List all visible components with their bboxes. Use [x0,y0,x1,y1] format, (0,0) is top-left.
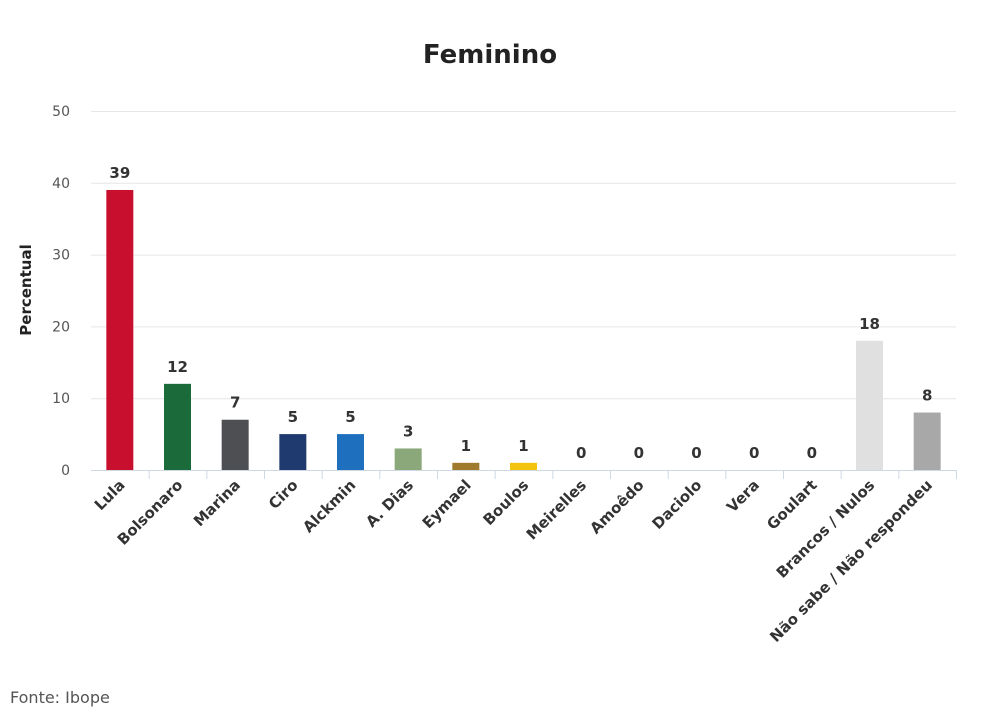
x-tick-label-12: Vera [723,476,763,516]
bar-1 [106,189,134,471]
data-label-3: 7 [230,394,240,412]
data-label-8: 1 [518,437,528,455]
bar-14 [856,340,883,470]
bar-4 [279,434,307,470]
x-tick-label-5: Alckmin [299,476,359,536]
y-axis-label: Percentual [17,244,35,335]
data-label-9: 0 [576,444,586,462]
data-label-13: 0 [807,444,817,462]
data-labels: 39 12 7 5 5 3 1 1 0 0 0 0 0 18 8 [109,164,932,462]
y-tick-label: 50 [52,104,70,120]
x-tick-label-7: Eymael [419,476,475,532]
x-tick-label-14: Brancos / Nulos [773,476,879,582]
x-tick-label-11: Daciolo [649,476,706,533]
y-tick-label: 20 [52,319,70,335]
data-label-15: 8 [922,387,932,405]
x-tick-label-10: Amoêdo [586,476,647,537]
x-tick-label-4: Ciro [265,476,302,513]
data-label-7: 1 [461,437,471,455]
data-label-14: 18 [859,315,880,333]
bar-15 [913,412,941,470]
x-tick-label-3: Marina [190,476,244,530]
x-tick-label-8: Boulos [479,476,532,529]
x-tick-label-6: A. Dias [362,476,417,531]
bar-8 [510,462,537,470]
x-tick-label-13: Goulart [763,476,820,533]
y-tick-labels: 0 10 20 30 40 50 [52,104,70,479]
data-label-1: 39 [109,164,130,182]
x-tick-label-1: Lula [91,476,129,514]
bar-5 [337,434,364,470]
bar-7 [452,462,480,470]
data-label-12: 0 [749,444,759,462]
y-tick-label: 30 [52,248,70,264]
y-tick-label: 10 [52,391,70,407]
bar-6 [394,448,422,470]
data-label-2: 12 [167,358,188,376]
data-label-6: 3 [403,422,413,440]
source-note: Fonte: Ibope [10,688,110,707]
data-label-4: 5 [288,408,298,426]
y-tick-label: 0 [61,463,70,479]
bar-2 [164,383,191,470]
bars [106,189,941,471]
chart-title: Feminino [423,40,557,70]
bar-3 [221,419,249,470]
data-label-11: 0 [691,444,701,462]
y-tick-label: 40 [52,176,70,192]
x-tick-label-9: Meirelles [523,476,590,543]
gridlines [91,111,956,400]
data-label-5: 5 [345,408,355,426]
data-label-10: 0 [634,444,644,462]
